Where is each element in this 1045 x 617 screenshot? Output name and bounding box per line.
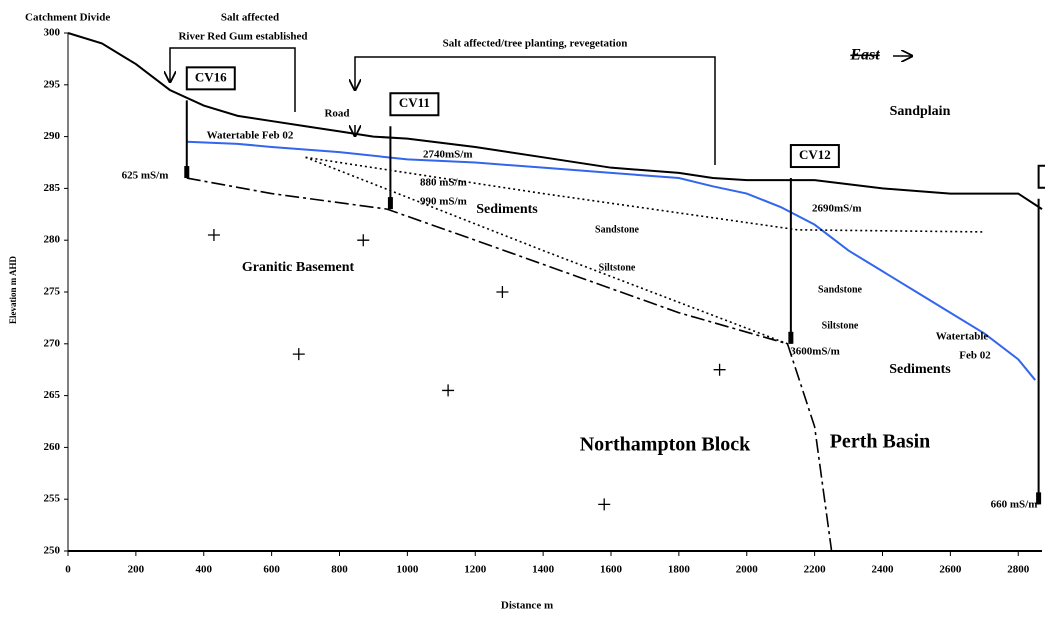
annotation: Sediments <box>476 202 538 217</box>
annotation: Salt affected/tree planting, revegetatio… <box>443 38 628 50</box>
x-tick-label: 2600 <box>939 564 962 576</box>
y-tick-label: 300 <box>44 27 61 39</box>
annotation: Granitic Basement <box>242 260 355 275</box>
x-tick-label: 600 <box>263 564 280 576</box>
series-line <box>186 140 1036 381</box>
annotation: East <box>849 47 880 64</box>
annotation: River Red Gum established <box>178 31 307 43</box>
annotation: Perth Basin <box>830 431 931 453</box>
annotation: Salt affected <box>221 12 279 24</box>
y-tick-label: 275 <box>44 286 61 298</box>
bore-label: CV11 <box>399 95 430 110</box>
bore-label: CV16 <box>195 69 227 84</box>
y-tick-label: 295 <box>44 78 61 90</box>
y-tick-label: 290 <box>44 130 61 142</box>
x-tick-label: 200 <box>128 564 145 576</box>
x-tick-label: 2000 <box>736 564 759 576</box>
annotation: Catchment Divide <box>25 12 110 24</box>
annotation: 3600mS/m <box>790 346 840 358</box>
annotation: Sediments <box>889 362 951 377</box>
annotation: Sandstone <box>818 284 862 295</box>
bore-label-box <box>185 66 236 91</box>
x-tick-label: 1800 <box>668 564 691 576</box>
annotation: 880 mS/m <box>420 177 467 189</box>
brackets <box>170 47 912 165</box>
series-line <box>305 156 985 233</box>
x-tick-label: 1400 <box>532 564 555 576</box>
series-line <box>186 177 833 552</box>
annotation: 625 mS/m <box>122 170 169 182</box>
y-tick-label: 270 <box>44 337 61 349</box>
marker <box>496 286 509 298</box>
annotation: Northampton Block <box>580 434 751 456</box>
x-tick-label: 1200 <box>464 564 487 576</box>
y-axis-title: Elevation m AHD <box>8 256 18 325</box>
annotation: Siltstone <box>599 262 636 273</box>
y-tick-label: 285 <box>44 182 61 194</box>
marker <box>442 384 455 397</box>
x-tick-label: 400 <box>195 564 212 576</box>
x-tick-label: 2200 <box>804 564 827 576</box>
annotation: Sandstone <box>595 224 639 235</box>
x-axis-title: Distance m <box>501 600 553 612</box>
marker <box>713 363 726 376</box>
x-tick-label: 2400 <box>871 564 894 576</box>
y-tick-label: 250 <box>44 545 61 557</box>
bore-label: CV12 <box>799 147 831 162</box>
series-line <box>67 32 1043 210</box>
annotation: 660 mS/m <box>991 499 1038 511</box>
y-tick-label: 255 <box>44 493 61 505</box>
x-tick-label: 2800 <box>1007 564 1030 576</box>
y-tick-label: 265 <box>44 389 61 401</box>
annotation: Watertable <box>936 331 989 343</box>
y-tick-label: 280 <box>44 234 61 246</box>
annotation: Siltstone <box>822 320 859 331</box>
bore-label-box <box>1037 164 1045 189</box>
y-tick-label: 260 <box>44 441 61 453</box>
marker <box>292 348 305 361</box>
annotation: Feb 02 <box>959 350 991 362</box>
x-tick-label: 0 <box>65 564 71 576</box>
bore-label-box <box>789 144 840 169</box>
bore-label-box <box>389 92 440 117</box>
annotation: 2740mS/m <box>423 149 473 161</box>
series-line <box>305 156 788 345</box>
annotation: Road <box>324 108 349 120</box>
x-tick-label: 1000 <box>396 564 419 576</box>
x-tick-label: 1600 <box>600 564 623 576</box>
marker <box>357 234 370 247</box>
annotation: Sandplain <box>890 104 951 119</box>
marker <box>207 229 220 242</box>
x-tick-label: 800 <box>331 564 348 576</box>
annotation: 990 mS/m <box>420 196 467 208</box>
marker <box>598 498 611 511</box>
annotation: 2690mS/m <box>812 203 862 215</box>
annotation: Watertable Feb 02 <box>207 130 294 142</box>
